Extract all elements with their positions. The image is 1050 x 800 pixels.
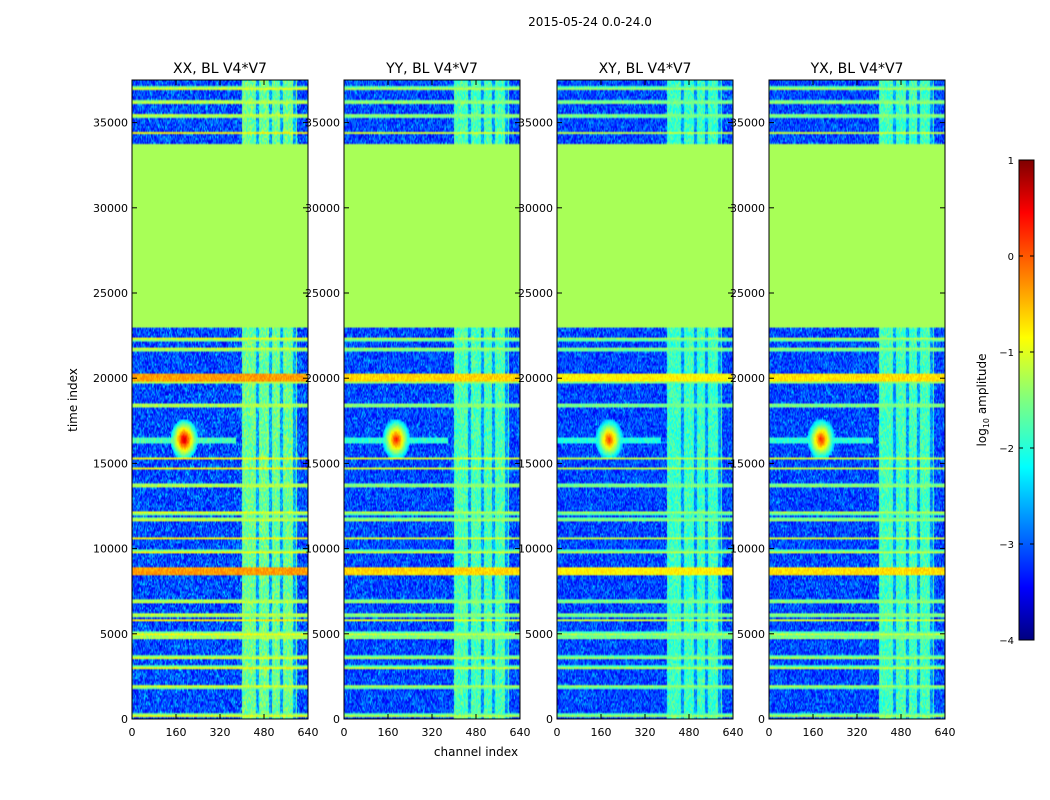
x-tick-label: 0 xyxy=(554,726,561,739)
y-tick-label: 35000 xyxy=(93,117,128,130)
colorbar-label-subscript: 10 xyxy=(982,418,991,428)
y-tick-label: 0 xyxy=(121,713,128,726)
y-tick-label: 25000 xyxy=(305,287,340,300)
y-tick-label: 30000 xyxy=(730,202,765,215)
x-tick-label: 640 xyxy=(723,726,744,739)
panel-3: XY, BL V4*V7 0 160 320 480 640 0 5000 10000 15000… xyxy=(518,61,744,739)
y-tick-label: 10000 xyxy=(305,543,340,556)
heatmap-image-2 xyxy=(344,80,520,719)
x-tick-label: 0 xyxy=(766,726,773,739)
panel-4: YX, BL V4*V7 0 160 320 480 640 0 5000 10000 15000… xyxy=(730,61,956,739)
x-tick-label: 0 xyxy=(129,726,136,739)
colorbar-label-rest: amplitude xyxy=(975,354,989,418)
heatmap-image-1 xyxy=(132,80,308,719)
panel-1: XX, BL V4*V7 0 160 320 480 640 0 5000 10000 15000… xyxy=(93,61,319,739)
x-tick-label: 640 xyxy=(935,726,956,739)
y-tick-label: 0 xyxy=(758,713,765,726)
x-tick-label: 160 xyxy=(378,726,399,739)
colorbar-ticks: 1 0 −1 −2 −3 −4 xyxy=(999,156,1034,647)
colorbar-tick-label: −1 xyxy=(999,348,1014,359)
y-tick-label: 35000 xyxy=(518,117,553,130)
x-tick-label: 320 xyxy=(422,726,443,739)
figure-suptitle: 2015-05-24 0.0-24.0 xyxy=(528,15,652,29)
y-tick-label: 25000 xyxy=(730,287,765,300)
colorbar-label: log10 amplitude xyxy=(975,354,991,447)
panel-title: XY, BL V4*V7 xyxy=(599,61,692,77)
x-tick-label: 160 xyxy=(803,726,824,739)
y-tick-label: 20000 xyxy=(93,372,128,385)
x-tick-label: 640 xyxy=(510,726,531,739)
x-axis-label: channel index xyxy=(434,745,518,759)
y-tick-label: 20000 xyxy=(730,372,765,385)
y-tick-label: 10000 xyxy=(730,543,765,556)
x-tick-label: 160 xyxy=(166,726,187,739)
x-tick-label: 320 xyxy=(210,726,231,739)
y-tick-label: 5000 xyxy=(100,628,128,641)
heatmap-image-4 xyxy=(769,80,945,719)
panel-title: YY, BL V4*V7 xyxy=(385,61,478,77)
x-tick-label: 480 xyxy=(466,726,487,739)
y-tick-label: 15000 xyxy=(93,457,128,470)
y-tick-label: 35000 xyxy=(730,117,765,130)
y-tick-label: 30000 xyxy=(305,202,340,215)
x-tick-label: 640 xyxy=(298,726,319,739)
x-tick-label: 480 xyxy=(254,726,275,739)
panel-title: YX, BL V4*V7 xyxy=(810,61,904,77)
y-tick-label: 20000 xyxy=(518,372,553,385)
panels: XX, BL V4*V7 0 160 320 480 640 0 5000 10000 15000… xyxy=(93,61,956,739)
x-tick-label: 320 xyxy=(847,726,868,739)
y-tick-label: 15000 xyxy=(518,457,553,470)
colorbar-tick-label: 0 xyxy=(1008,252,1014,263)
x-tick-label: 480 xyxy=(679,726,700,739)
y-tick-label: 10000 xyxy=(518,543,553,556)
y-tick-label: 5000 xyxy=(525,628,553,641)
y-tick-label: 25000 xyxy=(518,287,553,300)
panel-title: XX, BL V4*V7 xyxy=(173,61,267,77)
colorbar-tick-label: −3 xyxy=(999,540,1014,551)
colorbar-tick-label: −4 xyxy=(999,636,1014,647)
y-tick-label: 25000 xyxy=(93,287,128,300)
y-tick-label: 5000 xyxy=(737,628,765,641)
y-tick-label: 15000 xyxy=(730,457,765,470)
x-tick-label: 160 xyxy=(591,726,612,739)
y-tick-label: 15000 xyxy=(305,457,340,470)
y-tick-label: 10000 xyxy=(93,543,128,556)
panel-2: YY, BL V4*V7 0 160 320 480 640 0 5000 10000 15000… xyxy=(305,61,531,739)
y-tick-label: 0 xyxy=(333,713,340,726)
y-tick-label: 30000 xyxy=(93,202,128,215)
y-tick-label: 0 xyxy=(546,713,553,726)
colorbar-gradient xyxy=(1018,159,1035,641)
y-tick-label: 20000 xyxy=(305,372,340,385)
x-tick-label: 320 xyxy=(635,726,656,739)
x-tick-label: 480 xyxy=(891,726,912,739)
y-tick-label: 35000 xyxy=(305,117,340,130)
x-tick-label: 0 xyxy=(341,726,348,739)
colorbar-tick-label: 1 xyxy=(1008,156,1014,167)
y-tick-label: 5000 xyxy=(312,628,340,641)
heatmap-image-3 xyxy=(557,80,733,719)
colorbar: 10−1−2−3−4 log10 amplitude xyxy=(975,156,1035,647)
colorbar-tick-label: −2 xyxy=(999,444,1014,455)
y-tick-label: 30000 xyxy=(518,202,553,215)
y-axis-label: time index xyxy=(66,368,80,432)
